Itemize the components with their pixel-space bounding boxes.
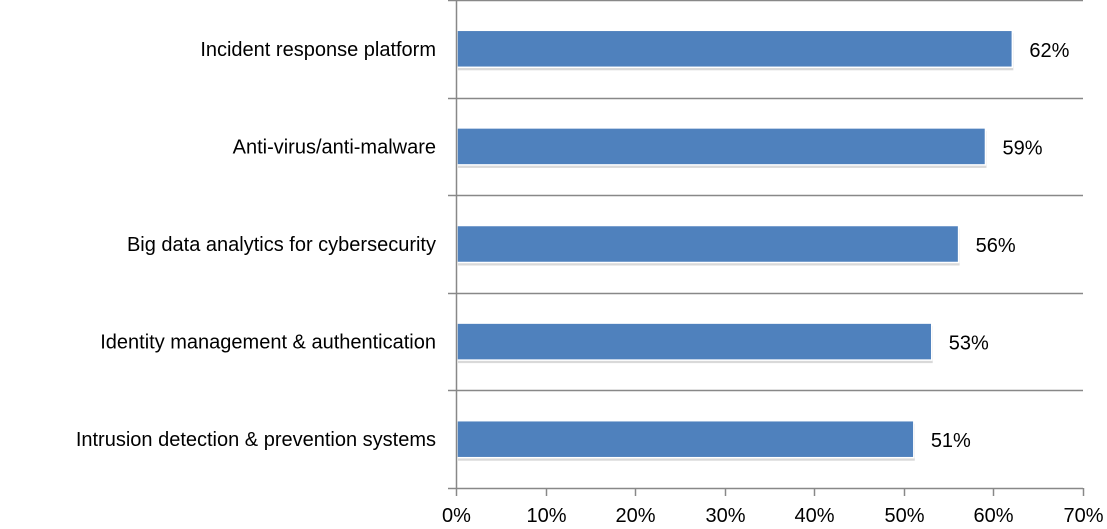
data-label: 53%	[949, 333, 989, 355]
x-tick-label: 10%	[526, 505, 566, 527]
category-label: Anti-virus/anti-malware	[233, 136, 436, 158]
data-label: 62%	[1029, 40, 1069, 62]
bar	[456, 29, 1014, 69]
grid-layer	[456, 0, 1083, 490]
category-label: Incident response platform	[200, 39, 436, 61]
axis-layer	[448, 0, 1085, 496]
data-label: 56%	[976, 235, 1016, 257]
x-tick-label: 60%	[973, 505, 1013, 527]
x-tick-label: 40%	[794, 505, 834, 527]
category-label: Intrusion detection & prevention systems	[76, 429, 436, 451]
category-label: Big data analytics for cybersecurity	[127, 234, 436, 256]
bar	[456, 224, 960, 264]
x-tick-label: 50%	[884, 505, 924, 527]
bar	[456, 127, 987, 166]
x-tick-label: 70%	[1063, 505, 1103, 527]
data-label: 51%	[931, 430, 971, 452]
bar	[456, 322, 933, 361]
x-tick-label: 0%	[442, 505, 471, 527]
bar-layer	[456, 29, 1014, 461]
label-layer: 0% 10% 20% 30% 40% 50% 60% 70% Incident response…	[76, 39, 1104, 527]
x-tick-label: 20%	[615, 505, 655, 527]
data-label: 59%	[1002, 137, 1042, 159]
x-tick-label: 30%	[705, 505, 745, 527]
bar	[456, 419, 915, 459]
category-label: Identity management & authentication	[100, 332, 436, 354]
